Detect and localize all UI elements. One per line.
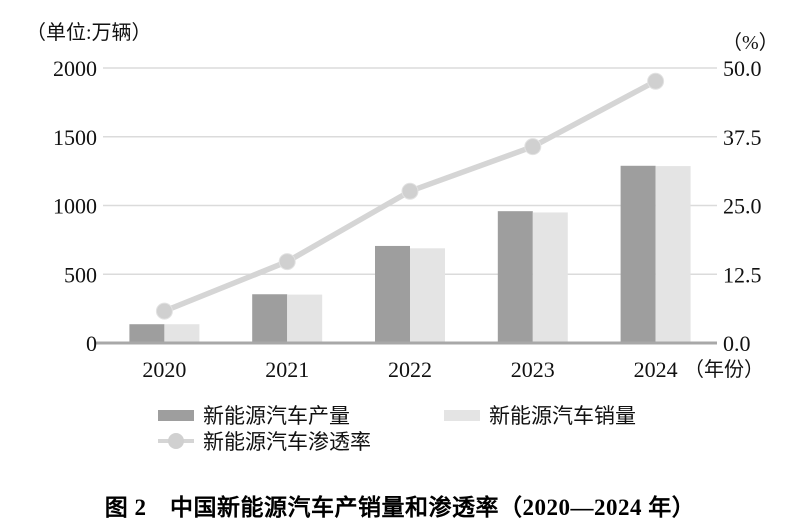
x-axis-unit: （年份）: [684, 358, 764, 381]
legend-label-penetration: 新能源汽车渗透率: [203, 430, 371, 454]
x-axis-tick: 2021: [265, 357, 309, 382]
sales-bar: [287, 294, 323, 343]
right-axis-unit: （%）: [722, 32, 779, 54]
plot-area: 0 500 1000 1500 2000 0.0 12.5 25.0 37.5 50.0 2020 2…: [53, 56, 764, 382]
penetration-marker: [524, 138, 542, 156]
right-axis-tick: 25.0: [723, 194, 762, 219]
right-axis-tick: 0.0: [723, 331, 751, 356]
x-axis-tick: 2023: [511, 357, 555, 382]
production-bar: [129, 324, 165, 343]
production-bar: [620, 165, 656, 343]
sales-bar: [164, 324, 200, 343]
penetration-marker: [647, 72, 665, 90]
sales-swatch: [444, 409, 480, 421]
right-axis-tick: 12.5: [723, 262, 762, 287]
marker-dot-icon: [168, 433, 184, 449]
left-axis-tick: 0: [86, 331, 97, 356]
penetration-marker: [155, 302, 173, 320]
left-axis-unit: （单位:万辆）: [26, 22, 152, 44]
figure-caption: 图 2 中国新能源汽车产销量和渗透率（2020—2024 年）: [104, 495, 696, 520]
sales-bar: [655, 166, 691, 343]
legend-item-production: 新能源汽车产量: [158, 400, 350, 430]
production-bar: [375, 245, 410, 343]
x-axis-tick: 2022: [388, 357, 432, 382]
penetration-marker: [401, 182, 419, 200]
legend-label-sales: 新能源汽车销量: [489, 404, 636, 428]
legend-item-penetration: 新能源汽车渗透率: [158, 426, 371, 456]
left-axis-tick: 1000: [53, 194, 97, 219]
penetration-marker: [278, 253, 296, 271]
sales-bar: [532, 212, 568, 343]
right-axis-tick: 50.0: [723, 56, 762, 81]
left-axis-tick: 500: [64, 262, 97, 287]
penetration-swatch: [158, 433, 194, 449]
sales-bar: [410, 248, 445, 343]
left-axis-tick: 2000: [53, 56, 97, 81]
x-axis-tick: 2024: [634, 357, 678, 382]
legend-label-production: 新能源汽车产量: [203, 404, 350, 428]
legend-item-sales: 新能源汽车销量: [444, 400, 636, 430]
right-axis-tick: 37.5: [723, 125, 762, 150]
production-bar: [252, 294, 288, 343]
x-axis-tick: 2020: [142, 357, 186, 382]
production-bar: [497, 211, 533, 343]
left-axis-tick: 1500: [53, 125, 97, 150]
production-swatch: [158, 409, 194, 421]
